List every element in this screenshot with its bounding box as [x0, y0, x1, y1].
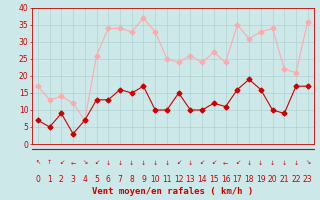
Text: ↓: ↓: [258, 160, 263, 166]
Text: ↙: ↙: [176, 160, 181, 166]
Text: ←: ←: [70, 160, 76, 166]
Text: 14: 14: [197, 176, 207, 184]
Text: 2: 2: [59, 176, 64, 184]
Text: ↓: ↓: [246, 160, 252, 166]
Text: 17: 17: [233, 176, 242, 184]
Text: 19: 19: [256, 176, 266, 184]
Text: 8: 8: [129, 176, 134, 184]
Text: 12: 12: [174, 176, 183, 184]
Text: 3: 3: [71, 176, 76, 184]
Text: 18: 18: [244, 176, 254, 184]
Text: ↓: ↓: [164, 160, 170, 166]
Text: 10: 10: [150, 176, 160, 184]
Text: 21: 21: [279, 176, 289, 184]
Text: 6: 6: [106, 176, 111, 184]
Text: 23: 23: [303, 176, 313, 184]
Text: ↙: ↙: [94, 160, 99, 166]
Text: 4: 4: [82, 176, 87, 184]
Text: ←: ←: [223, 160, 228, 166]
Text: 9: 9: [141, 176, 146, 184]
Text: ↓: ↓: [129, 160, 134, 166]
Text: Vent moyen/en rafales ( km/h ): Vent moyen/en rafales ( km/h ): [92, 187, 253, 196]
Text: 20: 20: [268, 176, 277, 184]
Text: ↙: ↙: [199, 160, 205, 166]
Text: ↓: ↓: [188, 160, 193, 166]
Text: ↓: ↓: [293, 160, 299, 166]
Text: ↑: ↑: [47, 160, 52, 166]
Text: ↓: ↓: [270, 160, 275, 166]
Text: ↓: ↓: [153, 160, 158, 166]
Text: ↓: ↓: [282, 160, 287, 166]
Text: 0: 0: [36, 176, 40, 184]
Text: ↓: ↓: [106, 160, 111, 166]
Text: ↙: ↙: [211, 160, 217, 166]
Text: ↘: ↘: [82, 160, 87, 166]
Text: ↓: ↓: [117, 160, 123, 166]
Text: 11: 11: [162, 176, 172, 184]
Text: 7: 7: [117, 176, 123, 184]
Text: ↘: ↘: [305, 160, 310, 166]
Text: ↖: ↖: [35, 160, 41, 166]
Text: 15: 15: [209, 176, 219, 184]
Text: 16: 16: [221, 176, 230, 184]
Text: ↓: ↓: [141, 160, 146, 166]
Text: 1: 1: [47, 176, 52, 184]
Text: 13: 13: [186, 176, 195, 184]
Text: 5: 5: [94, 176, 99, 184]
Text: ↙: ↙: [59, 160, 64, 166]
Text: ↙: ↙: [235, 160, 240, 166]
Text: 22: 22: [291, 176, 301, 184]
